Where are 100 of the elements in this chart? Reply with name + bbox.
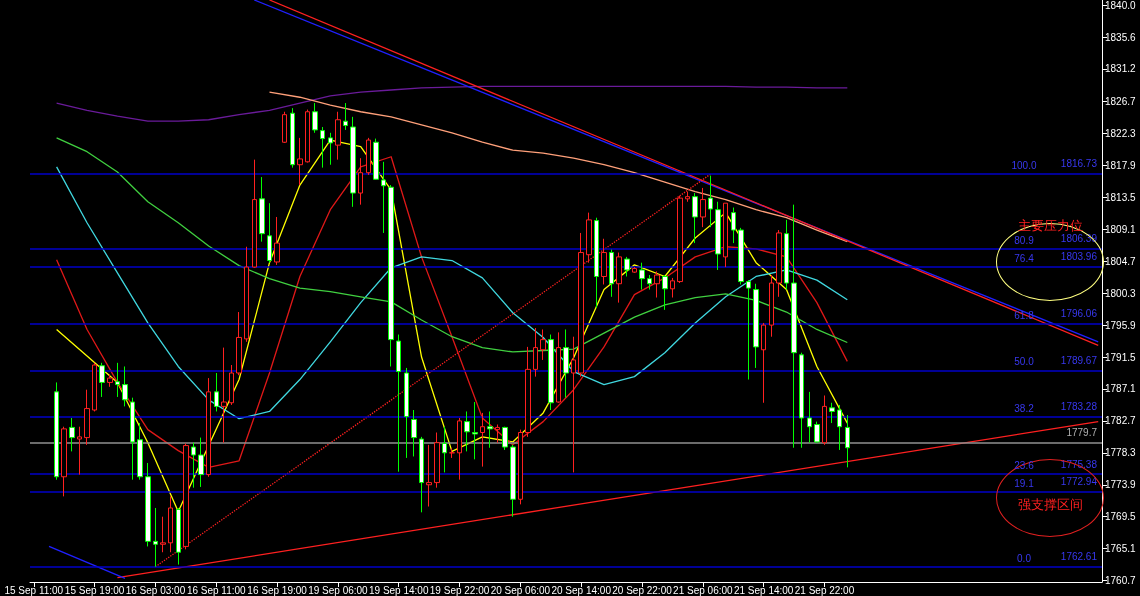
candlestick [61,426,67,497]
candlestick [647,274,652,291]
y-tick-label: 1835.6 [1105,31,1137,43]
candlestick [518,429,523,505]
candlestick [77,426,82,476]
candlestick [594,217,599,309]
candlestick [723,202,728,268]
x-tick-label: 16 Sep 03:00 [125,584,186,596]
y-tick-label: 1787.1 [1105,383,1137,395]
candlestick [464,410,470,452]
y-tick-label: 1778.3 [1105,447,1137,459]
candlestick [206,377,211,478]
candlestick [312,102,318,134]
candlestick [769,274,774,338]
candlestick [130,397,135,481]
y-tick-label: 1817.9 [1105,159,1137,171]
y-tick-label: 1826.7 [1105,96,1137,108]
candlestick [472,401,478,460]
candlestick [434,432,440,489]
y-tick-label: 1773.9 [1105,479,1137,491]
candlestick [54,381,59,481]
candlestick [753,283,759,369]
candlestick [601,238,607,285]
line-series [55,156,848,468]
line-series [268,91,848,243]
candlestick [807,391,812,444]
candlestick [845,414,850,468]
x-tick-label: 21 Sep 06:00 [673,584,734,596]
candlestick [183,442,189,550]
candlestick [624,256,630,277]
ref-line-label: 1816.73 [1060,158,1098,170]
candlestick [791,204,797,449]
candlestick [449,447,455,459]
candlestick [578,232,584,378]
candlestick [662,274,668,311]
y-tick-label: 1840.0 [1105,0,1137,11]
candlestick [654,270,660,299]
candlestick [639,262,645,291]
candlestick [366,137,371,176]
candlestick [358,157,363,206]
y-tick-label: 1809.1 [1105,223,1137,235]
candlestick [84,389,90,446]
y-tick-label: 1769.5 [1105,511,1137,523]
candlestick [229,364,234,406]
x-tick-label: 20 Sep 22:00 [612,584,673,596]
candlestick [153,507,158,568]
candlestick [442,426,447,473]
y-tick-label: 1791.5 [1105,351,1137,363]
line-series [55,137,848,353]
candlestick [533,327,538,378]
candlestick [670,277,675,299]
y-tick-label: 1831.2 [1105,63,1137,75]
candlestick [122,365,128,407]
candlestick [510,444,516,518]
candlestick [252,159,257,269]
candlestick [320,126,325,169]
y-tick-label: 1795.9 [1105,319,1137,331]
candlestick [616,252,622,304]
x-tick-label: 20 Sep 06:00 [490,584,551,596]
candlestick [738,227,744,285]
candlestick [700,187,706,228]
candlestick [426,444,432,508]
x-tick-label: 19 Sep 06:00 [308,584,369,596]
candlestick [480,412,485,468]
line-series [55,85,848,122]
candlestick [305,109,310,164]
candlestick [776,229,782,298]
candlestick [99,362,105,398]
candlestick [609,249,614,298]
candlestick [274,216,280,266]
candlestick [632,266,637,274]
candlestick [191,442,196,489]
candlestick [784,219,789,291]
candlestick [540,328,546,361]
candlestick [282,111,287,144]
candlestick [145,462,151,547]
candlestick [829,402,835,424]
candlestick [571,336,576,473]
candlestick [404,367,409,459]
candlestick [221,347,227,444]
candlestick [236,311,242,376]
candlestick [746,279,751,381]
candlestick [388,184,394,367]
ref-line-label: 1772.94 [1060,476,1098,488]
x-tick-label: 16 Sep 11:00 [186,584,247,596]
candlestick [343,102,348,131]
candlestick [556,331,561,404]
ref-line-label: 1803.96 [1060,251,1098,263]
line-series [55,166,848,420]
annotation: 强支撑区间 [1016,497,1084,513]
candlestick [350,116,356,208]
candlestick [502,426,508,451]
candlestick [335,111,341,161]
candlestick [495,424,500,444]
candlestick [160,516,166,553]
candlestick [837,404,842,451]
candlestick [715,201,721,271]
y-tick-label: 1804.7 [1105,255,1137,267]
candlestick [586,212,592,264]
candlestick [731,207,736,244]
